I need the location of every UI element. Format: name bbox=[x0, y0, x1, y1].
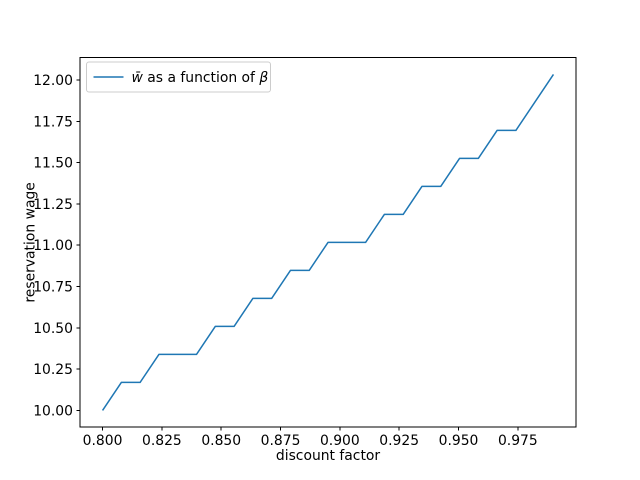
x-tick-label: 0.900 bbox=[320, 433, 360, 449]
x-tick-label: 0.875 bbox=[261, 433, 301, 449]
y-tick-label: 11.50 bbox=[33, 156, 73, 172]
y-tick-label: 10.00 bbox=[33, 403, 73, 419]
y-tick-label: 11.00 bbox=[33, 238, 73, 254]
y-tick-label: 11.25 bbox=[33, 197, 73, 213]
y-tick-label: 12.00 bbox=[33, 73, 73, 89]
legend-label: w̄ as a function of β bbox=[132, 70, 269, 86]
x-tick-label: 0.975 bbox=[498, 433, 538, 449]
y-tick-label: 10.50 bbox=[33, 321, 73, 337]
x-tick-label: 0.800 bbox=[83, 433, 123, 449]
y-tick-label: 11.75 bbox=[33, 114, 73, 130]
legend-box bbox=[86, 61, 271, 93]
x-tick-label: 0.950 bbox=[439, 433, 479, 449]
y-tick-label: 10.75 bbox=[33, 279, 73, 295]
y-axis-label: reservation wage bbox=[23, 182, 39, 302]
series-line bbox=[101, 73, 555, 411]
x-tick-label: 0.825 bbox=[142, 433, 182, 449]
x-tick-label: 0.850 bbox=[201, 433, 241, 449]
y-tick-label: 10.25 bbox=[33, 362, 73, 378]
x-tick-label: 0.925 bbox=[379, 433, 419, 449]
x-axis-label: discount factor bbox=[276, 448, 381, 464]
